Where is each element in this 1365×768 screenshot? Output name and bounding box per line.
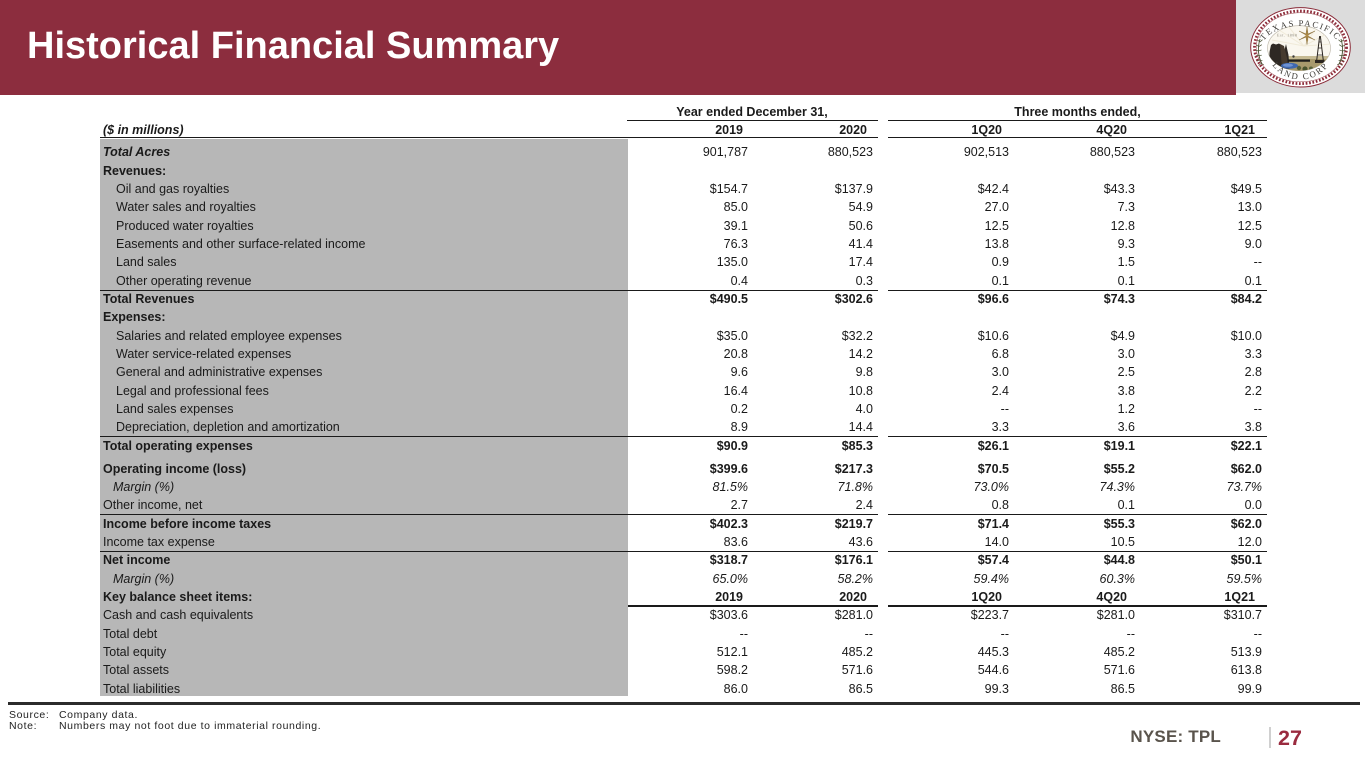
svg-text:Est. 1888: Est. 1888 — [1277, 32, 1298, 37]
